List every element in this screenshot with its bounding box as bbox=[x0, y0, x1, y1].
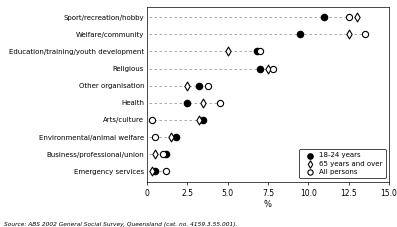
65 years and over bbox=[168, 135, 174, 139]
65 years and over bbox=[200, 101, 206, 105]
All persons bbox=[163, 170, 170, 173]
X-axis label: %: % bbox=[264, 200, 272, 209]
18-24 years bbox=[200, 118, 206, 122]
All persons bbox=[257, 49, 263, 53]
65 years and over bbox=[184, 84, 191, 87]
18-24 years bbox=[184, 101, 191, 105]
18-24 years bbox=[321, 15, 328, 19]
All persons bbox=[270, 67, 276, 70]
65 years and over bbox=[354, 15, 360, 19]
All persons bbox=[148, 118, 155, 122]
18-24 years bbox=[152, 170, 158, 173]
65 years and over bbox=[148, 170, 155, 173]
65 years and over bbox=[265, 67, 271, 70]
Legend: 18-24 years, 65 years and over, All persons: 18-24 years, 65 years and over, All pers… bbox=[299, 149, 385, 178]
18-24 years bbox=[163, 152, 170, 156]
65 years and over bbox=[195, 118, 202, 122]
65 years and over bbox=[224, 49, 231, 53]
All persons bbox=[216, 101, 223, 105]
All persons bbox=[205, 84, 212, 87]
65 years and over bbox=[152, 152, 158, 156]
Text: Source: ABS 2002 General Social Survey, Queensland (cat. no. 4159.3.55.001).: Source: ABS 2002 General Social Survey, … bbox=[4, 222, 237, 227]
18-24 years bbox=[173, 135, 179, 139]
18-24 years bbox=[297, 32, 303, 36]
18-24 years bbox=[195, 84, 202, 87]
18-24 years bbox=[257, 67, 263, 70]
65 years and over bbox=[345, 32, 352, 36]
All persons bbox=[362, 32, 368, 36]
18-24 years bbox=[254, 49, 260, 53]
All persons bbox=[160, 152, 166, 156]
All persons bbox=[345, 15, 352, 19]
All persons bbox=[152, 135, 158, 139]
